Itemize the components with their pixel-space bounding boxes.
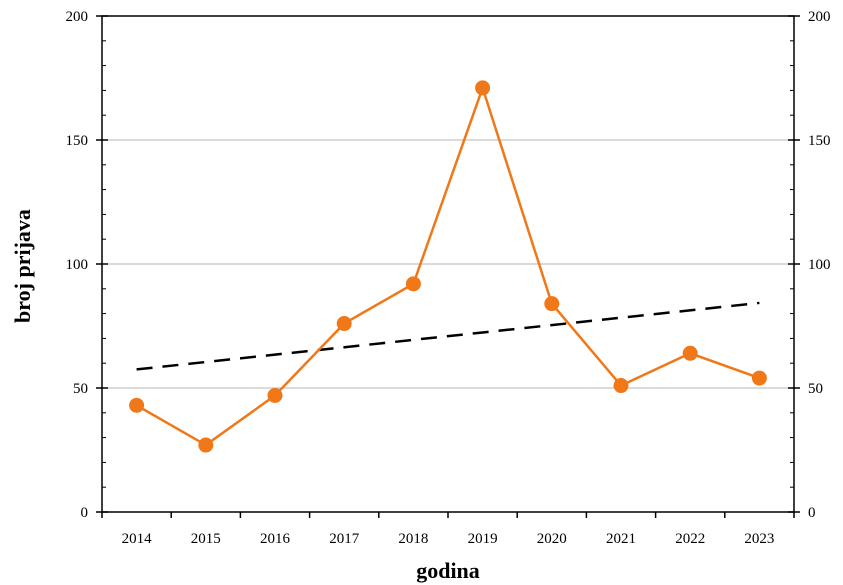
x-tick-label-2017: 2017 [329, 531, 360, 547]
data-point-2020 [544, 296, 560, 312]
data-point-2016 [267, 387, 283, 403]
y-tick-label-left-100: 100 [66, 257, 89, 273]
data-point-2015 [198, 437, 214, 453]
trendline-line [136, 301, 760, 371]
series-line-0 [135, 84, 760, 447]
data-point-2018 [405, 276, 421, 292]
y-tick-label-right-200: 200 [808, 9, 831, 25]
tick-labels: 0 50 100 150 200 0 50 100 150 200 2014 2015 2016 2017… [66, 9, 831, 547]
y-tick-label-left-200: 200 [66, 9, 89, 25]
y-axis-title: broj prijava [10, 209, 35, 323]
y-tick-label-left-0: 0 [81, 505, 89, 521]
trendline [136, 301, 760, 371]
x-tick-label-2023: 2023 [744, 531, 774, 547]
y-tick-label-left-150: 150 [66, 133, 89, 149]
data-series [129, 80, 767, 453]
x-axis-title: godina [416, 558, 480, 583]
y-tick-label-right-100: 100 [808, 257, 831, 273]
x-tick-label-2022: 2022 [675, 531, 705, 547]
y-tick-label-right-0: 0 [808, 505, 816, 521]
x-tick-label-2014: 2014 [122, 531, 153, 547]
x-tick-label-2016: 2016 [260, 531, 291, 547]
x-tick-label-2021: 2021 [606, 531, 636, 547]
data-point-2021 [613, 378, 629, 394]
gridlines [102, 139, 794, 389]
x-tick-label-2020: 2020 [537, 531, 567, 547]
data-point-2017 [336, 316, 352, 332]
axes [96, 15, 800, 518]
x-tick-label-2019: 2019 [468, 531, 498, 547]
data-point-2022 [682, 345, 698, 361]
y-tick-label-right-150: 150 [808, 133, 831, 149]
x-tick-label-2018: 2018 [398, 531, 428, 547]
data-point-2023 [751, 370, 767, 386]
x-tick-label-2015: 2015 [191, 531, 221, 547]
y-tick-label-right-50: 50 [808, 381, 823, 397]
data-point-2019 [475, 80, 491, 96]
y-tick-label-left-50: 50 [73, 381, 88, 397]
data-point-2014 [129, 397, 145, 413]
